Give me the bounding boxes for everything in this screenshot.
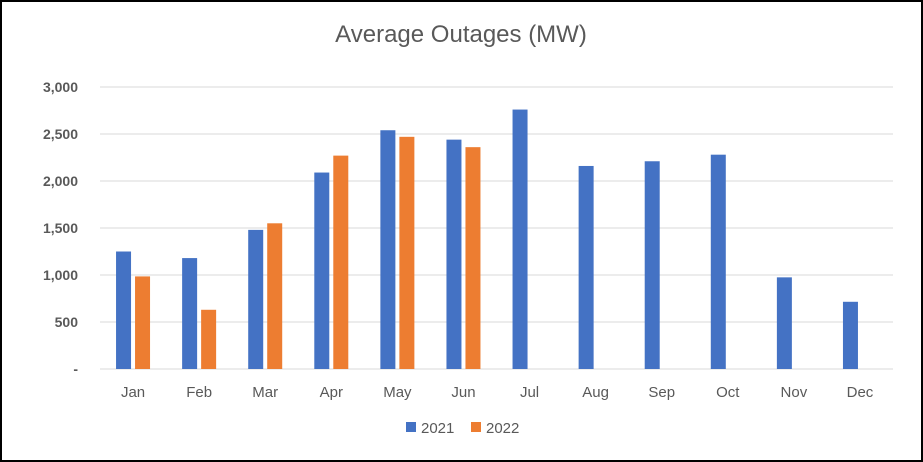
bar-2022-feb bbox=[201, 309, 217, 369]
bar-2021-dec bbox=[842, 301, 858, 369]
x-tick-label: Mar bbox=[252, 384, 278, 401]
legend: 2021 2022 bbox=[406, 420, 519, 437]
y-tick-label: 1,000 bbox=[43, 267, 78, 283]
bar-2021-oct bbox=[710, 154, 726, 369]
bar-2021-aug bbox=[578, 165, 594, 369]
y-tick-label: - bbox=[73, 361, 78, 377]
legend-swatch-2021 bbox=[406, 422, 416, 432]
x-tick-label: Jan bbox=[121, 384, 145, 401]
x-tick-label: Apr bbox=[320, 384, 343, 401]
x-tick-label: Sep bbox=[648, 384, 675, 401]
x-axis-ticks: Jan Feb Mar Apr May Jun Jul Aug Sep Oct Nov Dec bbox=[121, 384, 874, 401]
bar-2022-apr bbox=[333, 155, 349, 369]
x-tick-label: Oct bbox=[716, 384, 740, 401]
gridlines bbox=[100, 86, 893, 370]
x-tick-label: Aug bbox=[582, 384, 609, 401]
bar-2021-jun bbox=[446, 139, 462, 369]
y-tick-label: 1,500 bbox=[43, 220, 78, 236]
bar-2021-jan bbox=[116, 251, 132, 369]
bar-2021-nov bbox=[776, 277, 792, 369]
y-tick-label: 2,000 bbox=[43, 173, 78, 189]
y-axis-ticks: - 500 1,000 1,500 2,000 2,500 3,000 bbox=[43, 79, 78, 377]
x-tick-label: Nov bbox=[781, 384, 808, 401]
bar-2021-mar bbox=[248, 229, 264, 369]
bar-2021-sep bbox=[644, 161, 660, 369]
bar-2022-may bbox=[399, 136, 415, 369]
bar-2022-jun bbox=[465, 147, 481, 369]
x-tick-label: Jul bbox=[520, 384, 539, 401]
x-tick-label: Jun bbox=[451, 384, 475, 401]
bar-2021-feb bbox=[182, 258, 198, 369]
bar-2021-jul bbox=[512, 109, 528, 369]
legend-swatch-2022 bbox=[471, 422, 481, 432]
legend-label-2021: 2021 bbox=[421, 420, 454, 437]
x-tick-label: Dec bbox=[847, 384, 874, 401]
bar-2021-may bbox=[380, 130, 396, 369]
y-tick-label: 500 bbox=[55, 314, 79, 330]
bars bbox=[116, 109, 858, 369]
y-tick-label: 3,000 bbox=[43, 79, 78, 95]
bar-2022-jan bbox=[135, 276, 151, 369]
bar-2022-mar bbox=[267, 223, 283, 369]
y-tick-label: 2,500 bbox=[43, 126, 78, 142]
chart-title: Average Outages (MW) bbox=[335, 21, 587, 48]
x-tick-label: May bbox=[383, 384, 412, 401]
x-tick-label: Feb bbox=[186, 384, 212, 401]
legend-label-2022: 2022 bbox=[486, 420, 519, 437]
bar-2021-apr bbox=[314, 172, 330, 369]
